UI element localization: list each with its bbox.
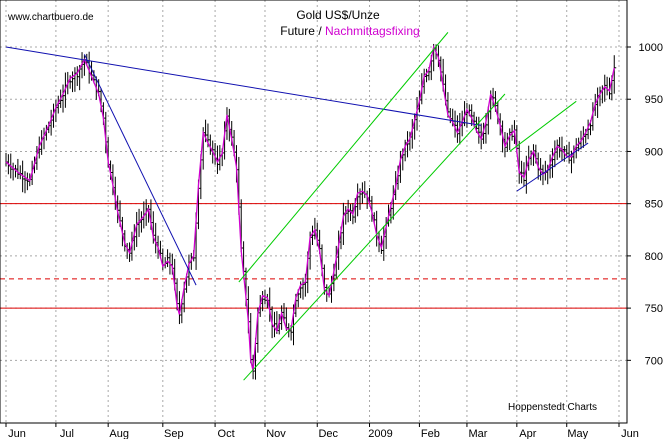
chart-subtitle: Future / Nachmittagsfixing [280,24,419,38]
reference-lines [0,203,627,309]
x-tick-label: May [567,428,588,439]
y-tick-label: 1000 [639,42,663,54]
x-tick-label: Jun [621,428,639,439]
downtrend-line-long [5,46,482,126]
y-tick-label: 700 [645,355,663,367]
x-tick-label: Mar [468,428,487,439]
subtitle-highlight: Nachmittagsfixing [325,24,420,38]
downtrend-line-short [83,54,197,286]
channel-small-upper [509,100,577,152]
chart-title: Gold US$/Unze [296,8,380,22]
x-tick-label: 2009 [368,428,392,439]
x-tick-label: Jun [8,428,26,439]
x-tick-label: Apr [519,428,536,439]
x-tick-label: Oct [218,428,235,439]
x-tick-label: Jul [60,428,74,439]
watermark: www.chartbuero.de [7,12,94,23]
x-tick-label: Dec [318,428,338,439]
y-axis: 700 750 800 850 900 950 1000 [627,42,663,367]
x-tick-label: Aug [109,428,129,439]
y-tick-label: 900 [645,146,663,158]
channel-small-lower [516,142,589,192]
channel-upper-line [238,32,449,283]
x-tick-label: Nov [266,428,286,439]
trend-lines [5,32,589,381]
channel-lower-line [243,93,506,381]
plot-frame [0,0,628,424]
fixing-line [5,44,615,371]
grid [0,0,627,423]
footer-credit: Hoppenstedt Charts [508,402,597,413]
x-tick-label: Feb [421,428,440,439]
y-tick-label: 800 [645,251,663,263]
y-tick-label: 750 [645,303,663,315]
subtitle-prefix: Future / [280,24,325,38]
x-axis: Jun Jul Aug Sep Oct Nov Dec 2009 Feb Mar Apr May Jun [5,423,639,439]
x-tick-label: Sep [164,428,184,439]
y-tick-label: 950 [645,94,663,106]
y-tick-label: 850 [645,199,663,211]
